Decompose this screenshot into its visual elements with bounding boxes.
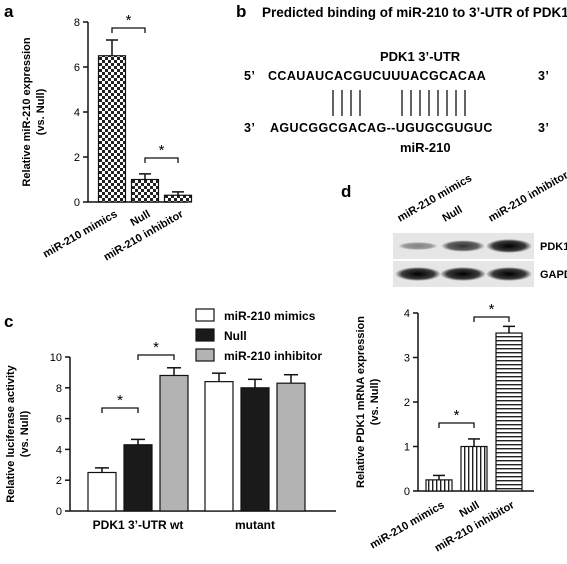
chart-a-significance-bracket xyxy=(144,157,179,163)
base-pair-lines xyxy=(332,90,466,116)
chart-d-y-axis-label: Relative PDK1 mRNA expression (vs. Null) xyxy=(355,316,381,488)
chart-d-significance-bracket xyxy=(473,316,510,322)
chart-d-significance-star: * xyxy=(454,407,460,424)
chart-d-significance-star: * xyxy=(489,301,495,318)
utr-label: PDK1 3’-UTR xyxy=(380,49,461,64)
chart-d-ytick-label: 3 xyxy=(404,353,410,365)
seq-top: CCAUAUCACGUCUUUACGCACAA xyxy=(268,69,486,83)
chart-c-legend-swatch xyxy=(195,348,215,362)
blot-band-pdk1 xyxy=(441,240,485,252)
chart-c-category-label: mutant xyxy=(235,518,275,532)
chart-d-bar xyxy=(460,445,488,492)
chart-c-legend-label: Null xyxy=(224,329,247,343)
mir-label: miR-210 xyxy=(400,140,451,155)
chart-a-ytick-label: 0 xyxy=(74,197,80,209)
chart-a-ytick-label: 4 xyxy=(74,107,80,119)
blot-band-gapdh xyxy=(440,267,486,281)
blot-band-pdk1 xyxy=(398,242,438,250)
chart-c: 0 2 4 6 8 10 Relative luciferase activity (vs. … xyxy=(5,308,336,532)
seq-top-5prime: 5’ xyxy=(244,69,255,83)
chart-d-bar xyxy=(495,332,523,492)
chart-d-ytick-label: 2 xyxy=(404,397,410,409)
seq-bottom: AGUCGGCGACAG--UGUGCGUGUC xyxy=(270,121,493,135)
chart-d-ytick-label: 0 xyxy=(404,486,410,498)
chart-c-legend-label: miR-210 mimics xyxy=(224,309,316,323)
binding-title: Predicted binding of miR-210 to 3’-UTR o… xyxy=(262,5,567,20)
seq-bottom-3prime: 3’ xyxy=(244,121,255,135)
chart-c-bar xyxy=(87,471,117,512)
blot-lane-label: miR-210 inhibitor xyxy=(487,169,567,225)
chart-a-ytick-label: 2 xyxy=(74,152,80,164)
chart-c-bar xyxy=(204,381,234,512)
chart-d-ytick-label: 4 xyxy=(404,308,410,320)
panel-label-c: c xyxy=(4,312,13,331)
chart-a-bar xyxy=(163,194,193,203)
chart-c-ytick-label: 2 xyxy=(56,475,62,487)
blot-lane-label: miR-210 mimics xyxy=(396,172,475,224)
seq-bottom-end: 3’ xyxy=(538,121,549,135)
chart-d-bar xyxy=(425,479,453,492)
chart-c-bar xyxy=(159,374,189,512)
chart-a-bar xyxy=(97,55,127,203)
chart-c-significance-star: * xyxy=(153,339,159,356)
chart-c-ytick-label: 6 xyxy=(56,414,62,426)
chart-a-bar xyxy=(130,178,160,203)
chart-c-significance-bracket xyxy=(137,354,175,360)
chart-c-significance-bracket xyxy=(101,407,139,413)
chart-c-ytick-label: 4 xyxy=(56,444,62,456)
chart-a-significance-star: * xyxy=(126,12,132,29)
chart-c-ytick-label: 0 xyxy=(56,506,62,518)
chart-d: 0 1 2 3 4 Relative PDK1 mRNA expression (vs. N… xyxy=(355,301,534,555)
blot-row-label: GAPDH xyxy=(540,269,567,281)
blot-band-gapdh xyxy=(395,267,441,281)
blot-band-pdk1 xyxy=(486,239,532,253)
chart-a-y-axis-label: Relative miR-210 expression (vs. Null) xyxy=(21,37,47,186)
blot-row-label: PDK1 xyxy=(540,241,567,253)
chart-c-ytick-label: 10 xyxy=(50,352,62,364)
chart-c-significance-star: * xyxy=(117,392,123,409)
chart-d-category-label: Null xyxy=(458,499,482,520)
blot-band-gapdh xyxy=(486,267,532,281)
chart-c-bar xyxy=(123,444,153,512)
chart-c-legend-swatch xyxy=(195,308,215,322)
chart-c-bar xyxy=(276,382,306,512)
chart-d-significance-bracket xyxy=(438,422,475,428)
chart-a: 0 2 4 6 8 Relative miR-210 expression (vs. Nul… xyxy=(21,12,193,264)
chart-d-ytick-label: 1 xyxy=(404,442,410,454)
seq-top-3prime: 3’ xyxy=(538,69,549,83)
chart-a-significance-bracket xyxy=(111,27,146,33)
chart-a-significance-star: * xyxy=(159,142,165,159)
chart-c-y-axis-label: Relative luciferase activity (vs. Null) xyxy=(5,364,31,502)
chart-c-legend-label: miR-210 inhibitor xyxy=(224,349,322,363)
chart-c-ytick-label: 8 xyxy=(56,383,62,395)
chart-c-category-label: PDK1 3’-UTR wt xyxy=(93,518,184,532)
panel-label-a: a xyxy=(4,2,14,21)
chart-a-ytick-label: 8 xyxy=(74,17,80,29)
chart-c-legend-swatch xyxy=(195,328,215,342)
blot-lane-label: Null xyxy=(441,204,465,225)
panel-label-d: d xyxy=(341,182,351,201)
chart-c-bar xyxy=(240,387,270,512)
chart-a-ytick-label: 6 xyxy=(74,62,80,74)
panel-label-b: b xyxy=(236,2,246,21)
